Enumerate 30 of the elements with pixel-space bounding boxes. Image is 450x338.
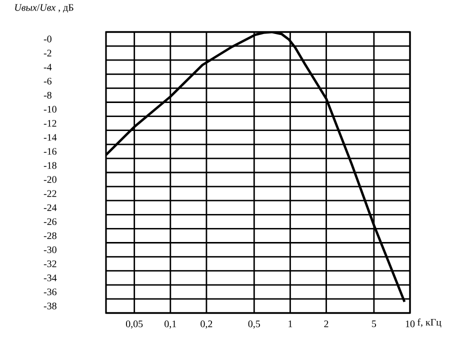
y-tick-label: -26	[44, 218, 57, 226]
y-tick-label: -36	[44, 288, 57, 296]
y-tick-label: -34	[44, 274, 57, 282]
y-tick-label: -4	[44, 64, 52, 70]
x-tick-label: 0,5	[248, 320, 260, 329]
y-tick-label: -0	[44, 36, 52, 42]
y-tick-label: -8	[44, 92, 52, 99]
y-tick-label: -20	[44, 176, 56, 183]
y-tick-label: -32	[44, 260, 56, 268]
x-axis-title: f, кГц	[418, 318, 442, 328]
y-tick-label: -6	[44, 78, 52, 85]
y-tick-label: -2	[44, 50, 52, 56]
y-tick-label: -30	[44, 246, 56, 254]
x-tick-label: 0,05	[126, 320, 143, 329]
y-tick-label: -24	[44, 204, 57, 211]
y-tick-label: -28	[44, 232, 56, 240]
y-tick-label: -38	[44, 302, 56, 310]
x-tick-label: 1	[288, 320, 292, 328]
y-tick-label: -16	[44, 148, 57, 155]
x-tick-label: 10	[406, 320, 415, 328]
x-tick-label: 2	[324, 320, 328, 328]
x-tick-label: 0,2	[200, 320, 212, 329]
y-axis-title: Uвых/Uвх , дБ	[15, 4, 74, 13]
y-tick-label: -12	[44, 120, 56, 127]
x-tick-label: 5	[372, 320, 376, 328]
y-tick-label: -18	[44, 162, 56, 169]
y-tick-label: -22	[44, 190, 56, 197]
y-tick-label: -10	[44, 106, 56, 113]
x-tick-label: 0,1	[164, 320, 176, 329]
y-tick-label: -14	[44, 134, 57, 141]
